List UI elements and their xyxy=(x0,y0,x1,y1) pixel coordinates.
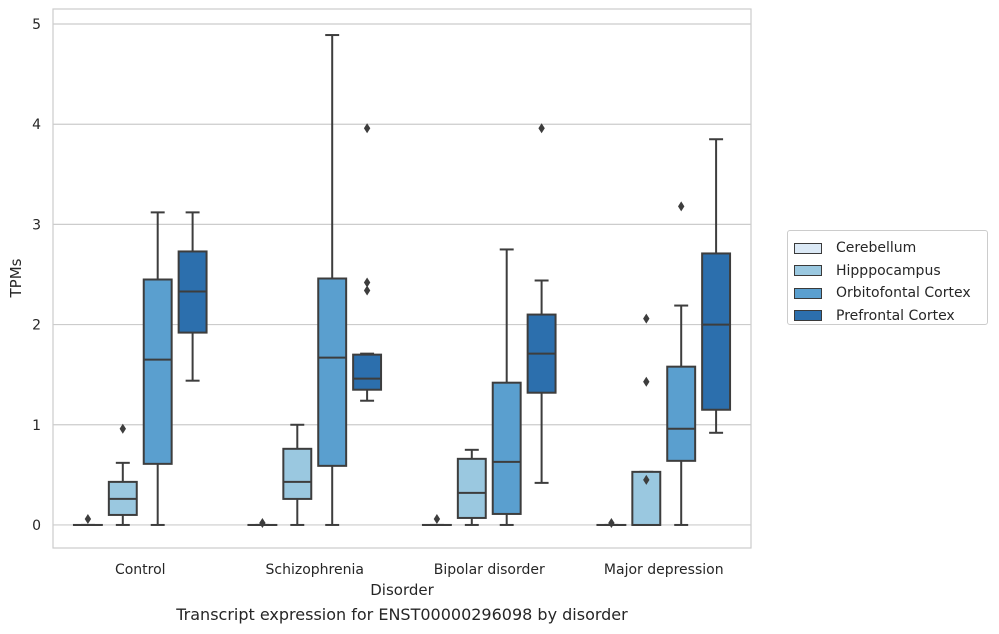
y-tick-label: 0 xyxy=(32,518,41,534)
box-body xyxy=(701,252,732,411)
box-body xyxy=(456,457,487,519)
outlier-point xyxy=(608,517,615,528)
legend-swatch-hippocampus xyxy=(794,265,822,277)
box-body xyxy=(352,353,383,391)
outlier-point xyxy=(84,513,92,524)
legend-item-orbitofrontal-cortex: Orbitofontal Cortex xyxy=(794,282,979,305)
box-group xyxy=(421,513,452,526)
outlier-point xyxy=(363,123,371,134)
outlier-point xyxy=(678,201,685,212)
box-group xyxy=(701,138,732,434)
x-tick-labels: Control Schizophrenia Bipolar disorder Majo… xyxy=(115,562,724,578)
box-group xyxy=(666,201,697,526)
box-group xyxy=(352,123,383,402)
legend-swatch-orbitofrontal-cortex xyxy=(794,287,822,299)
box-group xyxy=(491,248,522,526)
box-body xyxy=(666,365,697,462)
legend: Cerebellum Hipppocampus Orbitofontal Cor… xyxy=(787,230,988,325)
legend-label: Hipppocampus xyxy=(836,262,941,279)
x-axis-title: Disorder xyxy=(370,581,434,599)
outlier-point xyxy=(119,423,126,434)
box-group xyxy=(596,517,627,528)
legend-item-prefrontal-cortex: Prefrontal Cortex xyxy=(794,305,979,328)
y-tick-labels: 0 1 2 3 4 5 xyxy=(32,17,41,534)
legend-item-hippocampus: Hipppocampus xyxy=(794,260,979,283)
box-group xyxy=(526,123,557,484)
box-group xyxy=(107,423,138,526)
y-tick-label: 5 xyxy=(32,17,41,33)
box-group xyxy=(631,313,662,526)
box-group xyxy=(456,448,487,526)
legend-item-cerebellum: Cerebellum xyxy=(794,237,979,260)
legend-swatch-cerebellum xyxy=(794,242,822,254)
box-body xyxy=(317,277,348,467)
y-tick-label: 1 xyxy=(32,418,41,434)
box-body xyxy=(282,447,313,500)
boxes xyxy=(72,34,732,528)
y-tick-label: 4 xyxy=(32,117,41,133)
box-group xyxy=(72,513,103,526)
outlier-point xyxy=(363,277,371,288)
outlier-point xyxy=(433,513,441,524)
legend-label: Cerebellum xyxy=(836,240,917,257)
box-body xyxy=(491,381,522,515)
outlier-point xyxy=(643,376,650,387)
outlier-point xyxy=(538,123,545,134)
box-group xyxy=(247,517,278,528)
x-tick-label: Major depression xyxy=(604,562,724,578)
legend-swatch-prefrontal-cortex xyxy=(794,310,822,322)
chart-caption: Transcript expression for ENST0000029609… xyxy=(176,605,628,624)
plot-frame xyxy=(52,8,752,549)
box-group xyxy=(142,211,173,526)
x-tick-label: Schizophrenia xyxy=(266,562,364,578)
x-tick-label: Control xyxy=(115,562,166,578)
box-body xyxy=(142,278,173,465)
x-tick-label: Bipolar disorder xyxy=(434,562,545,578)
y-tick-label: 2 xyxy=(32,318,41,334)
legend-label: Orbitofontal Cortex xyxy=(836,285,971,302)
outlier-point xyxy=(363,285,371,296)
legend-label: Prefrontal Cortex xyxy=(836,307,955,324)
y-axis-title: TPMs xyxy=(7,258,25,298)
y-tick-label: 3 xyxy=(32,217,41,233)
outlier-point xyxy=(643,474,650,485)
box-group xyxy=(282,423,313,526)
box-group xyxy=(177,211,208,382)
outlier-point xyxy=(643,313,650,324)
outlier-point xyxy=(259,517,266,528)
box-group xyxy=(317,34,348,526)
